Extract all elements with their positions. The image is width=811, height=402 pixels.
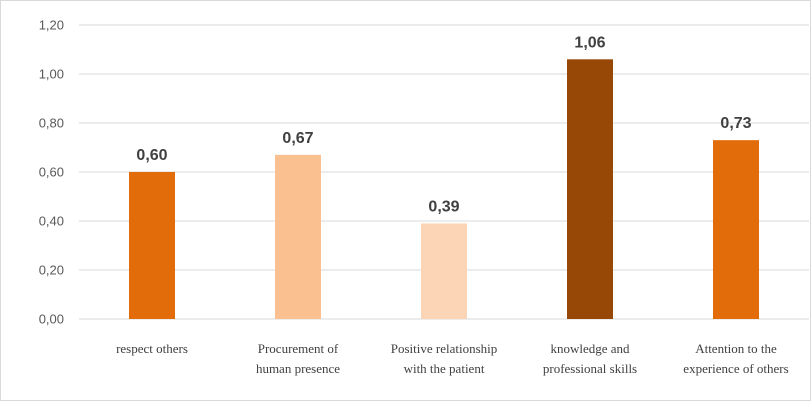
- y-tick-label: 0,60: [39, 165, 64, 180]
- bar: [421, 223, 467, 319]
- category-label: Attention to the: [695, 341, 777, 356]
- y-tick-label: 0,00: [39, 312, 64, 327]
- y-tick-label: 0,80: [39, 116, 64, 131]
- category-label: respect others: [116, 341, 188, 356]
- y-tick-label: 0,20: [39, 263, 64, 278]
- category-label: experience of others: [683, 361, 788, 376]
- category-label: Procurement of: [258, 341, 339, 356]
- category-label: human presence: [256, 361, 340, 376]
- data-label: 0,39: [428, 198, 459, 215]
- y-tick-label: 0,40: [39, 214, 64, 229]
- grid-lines: [79, 24, 809, 320]
- data-label: 0,60: [136, 147, 167, 164]
- bar: [713, 140, 759, 319]
- data-labels: 0,60 0,67 0,39 1,06 0,73: [136, 34, 751, 215]
- data-label: 1,06: [574, 34, 605, 51]
- data-label: 0,73: [720, 115, 751, 132]
- y-axis-ticks: 0,00 0,20 0,40 0,60 0,80 1,00 1,20: [39, 18, 64, 327]
- category-label: professional skills: [543, 361, 637, 376]
- category-label: knowledge and: [550, 341, 630, 356]
- y-tick-label: 1,20: [39, 18, 64, 33]
- bars: [129, 59, 759, 320]
- y-tick-label: 1,00: [39, 67, 64, 82]
- bar: [275, 154, 321, 319]
- bar: [567, 59, 613, 320]
- bar: [129, 172, 175, 319]
- category-label: with the patient: [404, 361, 485, 376]
- category-labels: respect others Procurement of human presen…: [116, 341, 789, 376]
- data-label: 0,67: [282, 130, 313, 147]
- category-label: Positive relationship: [391, 341, 498, 356]
